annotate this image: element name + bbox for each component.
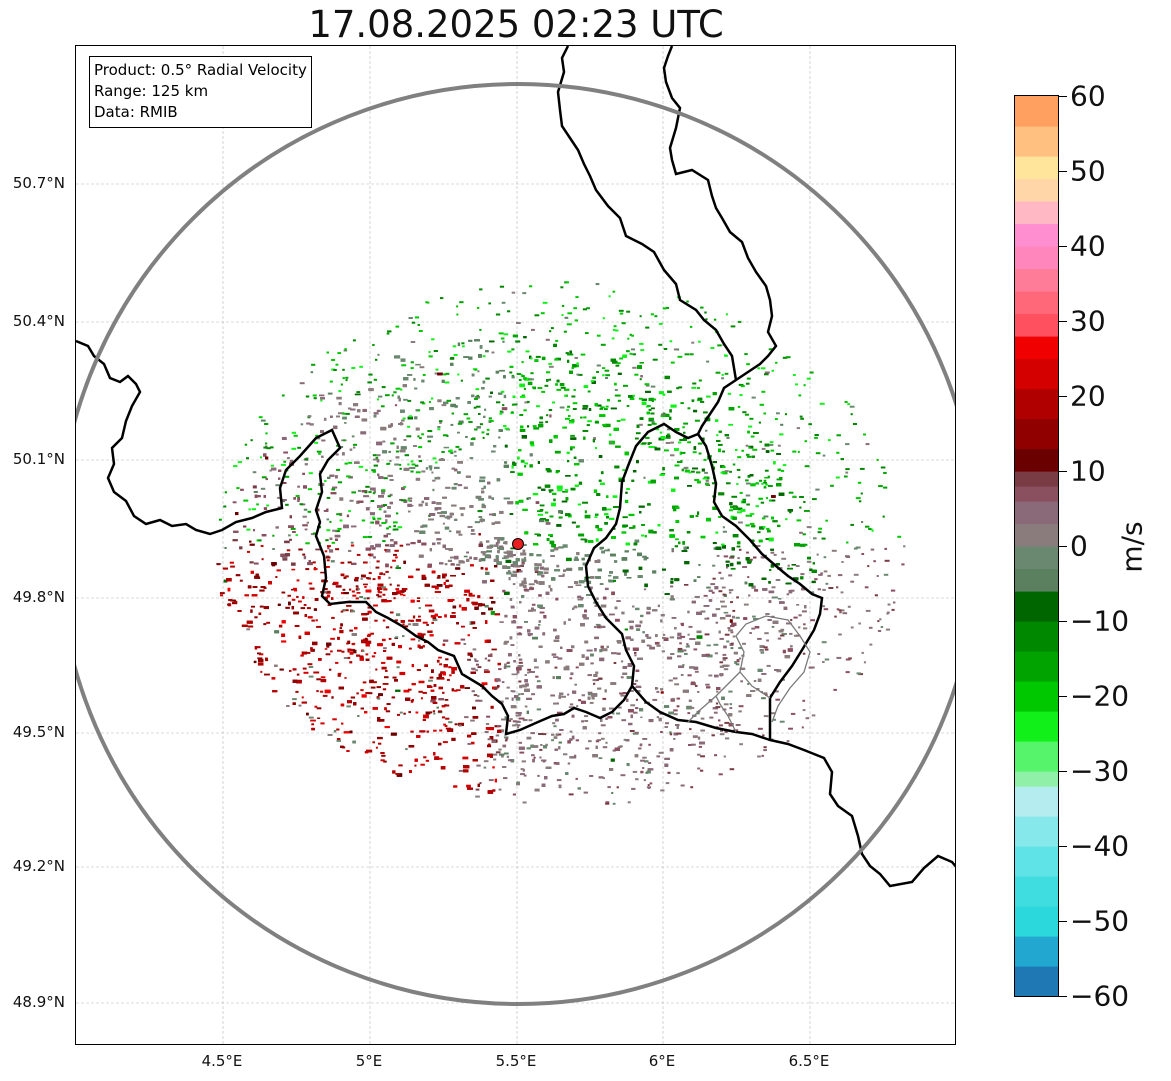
border-line-north: [556, 46, 738, 381]
latitude-tick-label: 50.4°N: [12, 312, 65, 330]
colorbar-segment: [1015, 786, 1058, 817]
colorbar-segment: [1015, 291, 1058, 315]
colorbar-segment: [1015, 906, 1058, 937]
colorbar-tick-label: −60: [1070, 979, 1130, 1013]
colorbar-tick-label: 50: [1070, 154, 1106, 188]
longitude-tick-label: 4.5°E: [201, 1052, 243, 1070]
colorbar-tick-label: 0: [1070, 529, 1088, 563]
colorbar-segment: [1015, 846, 1058, 877]
colorbar-tick-mark: [1059, 321, 1067, 322]
longitude-tick-label: 5°E: [355, 1052, 383, 1070]
colorbar-tick-mark: [1059, 396, 1067, 397]
colorbar-tick-mark: [1059, 921, 1067, 922]
country-borders: [76, 46, 955, 888]
colorbar-segment: [1015, 711, 1058, 742]
latitude-tick-label: 50.7°N: [12, 174, 65, 192]
colorbar-segment: [1015, 681, 1058, 712]
colorbar-segment: [1015, 126, 1058, 157]
colorbar-segment: [1015, 546, 1058, 570]
colorbar-tick-mark: [1059, 471, 1067, 472]
colorbar-segment: [1015, 388, 1058, 420]
colorbar-tick-mark: [1059, 771, 1067, 772]
border-line-west: [76, 46, 778, 736]
colorbar-tick-mark: [1059, 546, 1067, 547]
colorbar-segment: [1015, 568, 1058, 592]
colorbar-gradient: [1015, 96, 1058, 996]
colorbar-tick-mark: [1059, 171, 1067, 172]
colorbar-tick-label: 30: [1070, 304, 1106, 338]
colorbar-segment: [1015, 358, 1058, 390]
radar-map[interactable]: [75, 45, 956, 1045]
colorbar-segment: [1015, 816, 1058, 847]
colorbar-tick-mark: [1059, 996, 1067, 997]
colorbar-segment: [1015, 448, 1058, 472]
colorbar-segment: [1015, 313, 1058, 337]
latitude-tick-label: 49.2°N: [12, 857, 65, 875]
colorbar-segment: [1015, 771, 1058, 787]
colorbar-segment: [1015, 246, 1058, 270]
latitude-tick-label: 50.1°N: [12, 450, 65, 468]
colorbar-tick-label: 10: [1070, 454, 1106, 488]
colorbar-tick-mark: [1059, 846, 1067, 847]
colorbar-segment: [1015, 741, 1058, 772]
map-title: 17.08.2025 02:23 UTC: [308, 3, 724, 46]
colorbar-segment: [1015, 336, 1058, 360]
colorbar-segment: [1015, 96, 1058, 127]
colorbar-tick-label: −40: [1070, 829, 1130, 863]
colorbar-segment: [1015, 471, 1058, 487]
colorbar-tick-mark: [1059, 246, 1067, 247]
longitude-tick-label: 5.5°E: [495, 1052, 537, 1070]
colorbar-tick-label: 20: [1070, 379, 1106, 413]
colorbar-segment: [1015, 936, 1058, 967]
radar-map-canvas: [76, 46, 955, 1044]
colorbar-tick-label: −50: [1070, 904, 1130, 938]
longitude-tick-label: 6°E: [648, 1052, 676, 1070]
colorbar-segment: [1015, 418, 1058, 450]
colorbar-tick-label: 60: [1070, 79, 1106, 113]
latitude-tick-label: 49.5°N: [12, 723, 65, 741]
colorbar-segment: [1015, 523, 1058, 547]
colorbar-segment: [1015, 876, 1058, 907]
range-ring: [76, 82, 955, 1006]
colorbar-unit-label: m/s: [1115, 521, 1149, 573]
colorbar-segment: [1015, 591, 1058, 622]
colorbar-tick-label: −30: [1070, 754, 1130, 788]
colorbar-tick-label: 40: [1070, 229, 1106, 263]
colorbar-segment: [1015, 178, 1058, 202]
colorbar-tick-label: −20: [1070, 679, 1130, 713]
colorbar-segment: [1015, 486, 1058, 502]
colorbar-segment: [1015, 621, 1058, 652]
longitude-tick-label: 6.5°E: [788, 1052, 830, 1070]
colorbar-segment: [1015, 501, 1058, 525]
colorbar-segment: [1015, 966, 1058, 996]
colorbar-tick-mark: [1059, 96, 1067, 97]
data-source-label: Data: RMIB: [94, 103, 178, 121]
velocity-echoes: [216, 281, 906, 805]
colorbar-tick-label: −10: [1070, 604, 1130, 638]
colorbar-tick-mark: [1059, 696, 1067, 697]
colorbar-segment: [1015, 201, 1058, 225]
colorbar-segment: [1015, 268, 1058, 292]
product-label: Product: 0.5° Radial Velocity: [94, 61, 307, 79]
colorbar-tick-mark: [1059, 621, 1067, 622]
radar-site-marker: [512, 538, 524, 550]
latitude-tick-label: 48.9°N: [12, 993, 65, 1011]
product-info-box: Product: 0.5° Radial Velocity Range: 125…: [89, 56, 312, 128]
velocity-colorbar: [1014, 95, 1059, 997]
colorbar-segment: [1015, 651, 1058, 682]
region-line: [687, 615, 811, 733]
range-label: Range: 125 km: [94, 82, 209, 100]
colorbar-segment: [1015, 223, 1058, 247]
border-line-lux-south: [631, 685, 771, 742]
latitude-tick-label: 49.8°N: [12, 588, 65, 606]
colorbar-segment: [1015, 156, 1058, 180]
